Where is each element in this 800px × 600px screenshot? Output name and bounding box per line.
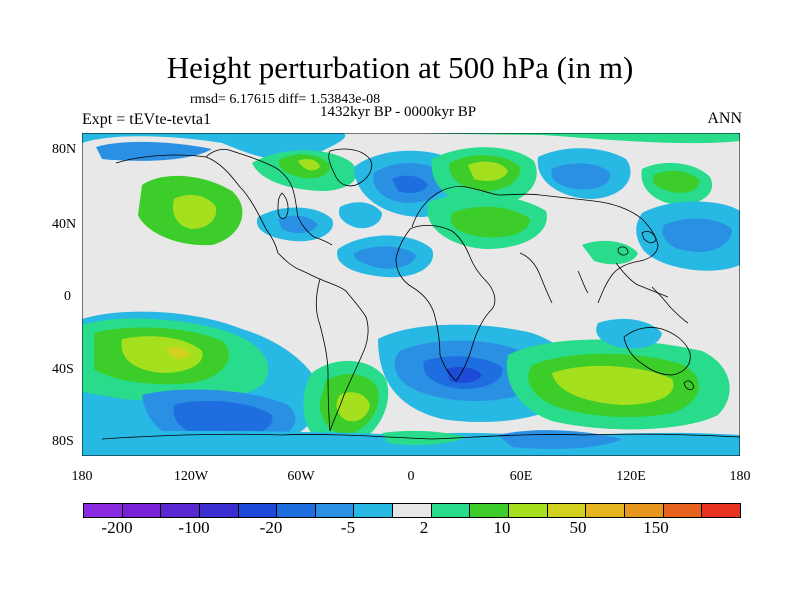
colorbar-swatch [702, 504, 740, 517]
colorbar-label: 2 [419, 518, 429, 537]
colorbar-swatch [586, 504, 625, 517]
lat-label-80n: 80N [52, 142, 77, 157]
contour-map [82, 133, 740, 456]
lat-label-80s: 80S [52, 434, 74, 449]
colorbar-swatch [663, 504, 703, 517]
colorbar-swatch [238, 504, 278, 517]
colorbar-swatch [624, 504, 664, 517]
colorbar-label: -20 [259, 518, 283, 537]
colorbar-swatch [199, 504, 239, 517]
lon-label-0: 0 [407, 469, 415, 484]
colorbar-swatch [84, 504, 123, 517]
season-label: ANN [707, 110, 742, 127]
colorbar-swatch [431, 504, 471, 517]
colorbar [83, 503, 741, 518]
colorbar-swatch [277, 504, 316, 517]
lat-label-40s: 40S [52, 362, 74, 377]
colorbar-label: 150 [643, 518, 669, 537]
colorbar-swatch [393, 504, 432, 517]
lon-label-120w: 120W [173, 469, 209, 484]
plot-title: Height perturbation at 500 hPa (in m) [166, 50, 634, 85]
colorbar-label: -5 [340, 518, 356, 537]
lon-label-60w: 60W [287, 469, 315, 484]
lon-label-180w: 180 [71, 469, 93, 484]
experiment-label: Expt = tEVte-tevta1 [82, 111, 211, 128]
colorbar-swatch [354, 504, 394, 517]
colorbar-swatch [470, 504, 510, 517]
lon-label-120e: 120E [616, 469, 646, 484]
lat-label-equator: 0 [64, 289, 71, 304]
colorbar-label: 50 [569, 518, 587, 537]
time-period: 1432kyr BP - 0000kyr BP [320, 104, 477, 120]
lat-label-40n: 40N [52, 217, 77, 232]
colorbar-label: -100 [178, 518, 210, 537]
lon-label-60e: 60E [509, 469, 533, 484]
rmsd-stats: rmsd= 6.17615 diff= 1.53843e-08 [190, 92, 381, 107]
colorbar-swatch [161, 504, 200, 517]
colorbar-swatch [315, 504, 355, 517]
colorbar-label: 10 [493, 518, 511, 537]
colorbar-swatch [509, 504, 548, 517]
colorbar-label: -200 [101, 518, 133, 537]
colorbar-swatch [122, 504, 162, 517]
lon-label-180e: 180 [729, 469, 751, 484]
colorbar-swatch [547, 504, 587, 517]
